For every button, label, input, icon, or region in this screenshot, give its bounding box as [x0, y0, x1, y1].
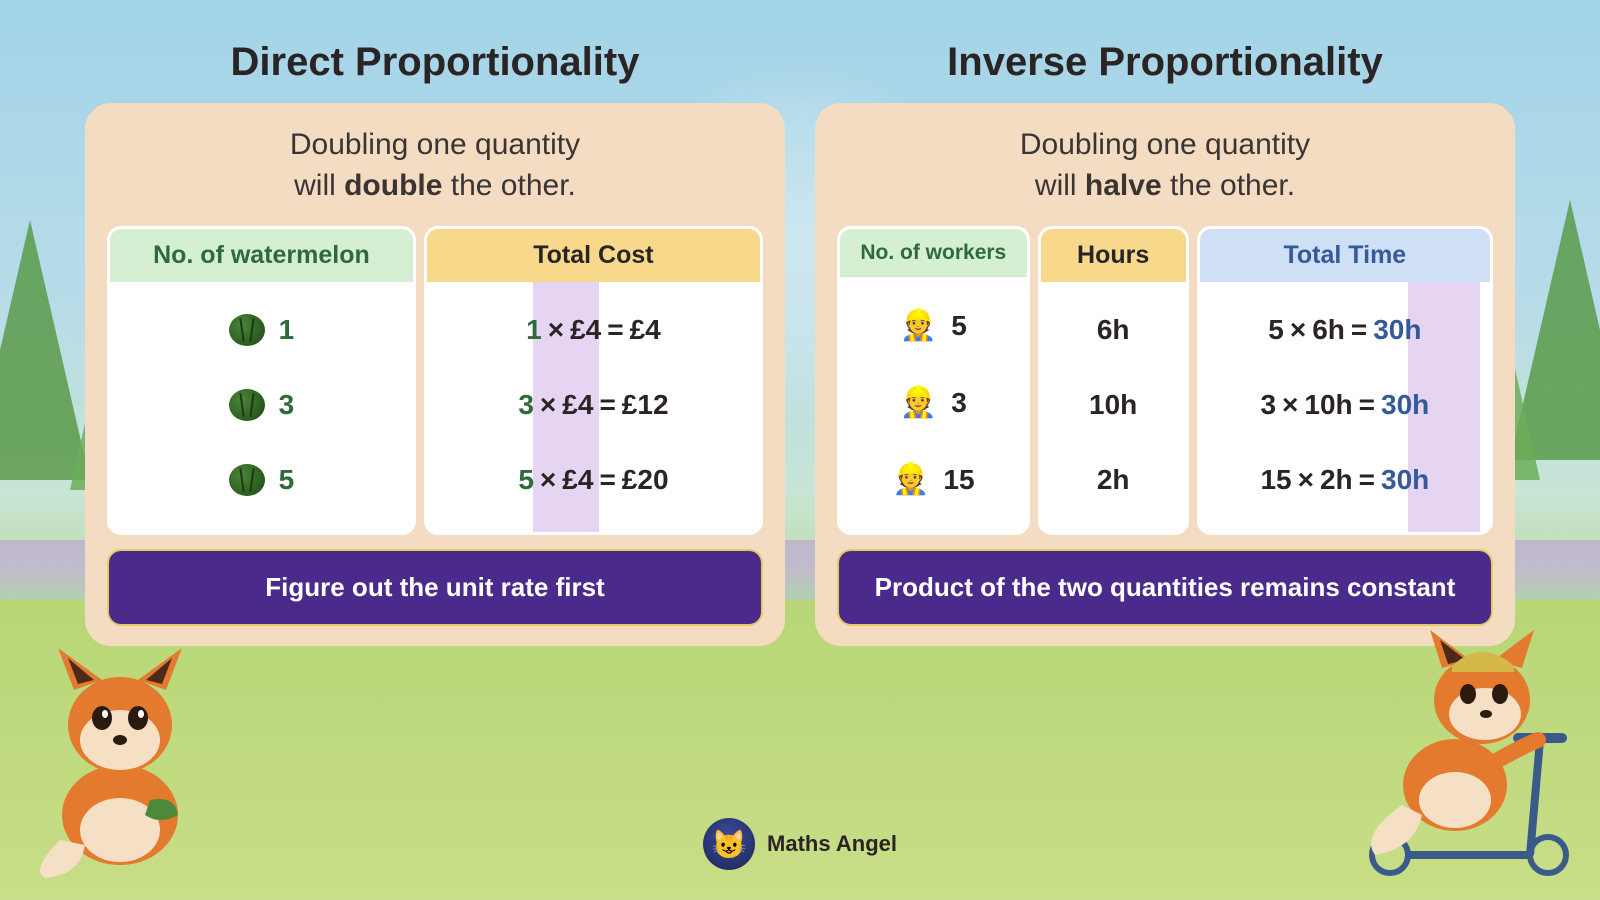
eq-a: 3	[518, 389, 534, 421]
op: =	[1359, 464, 1375, 496]
qty-value: 3	[279, 389, 295, 421]
brand-name: Maths Angel	[767, 831, 897, 857]
op: ×	[1290, 314, 1306, 346]
col-header: No. of workers	[840, 229, 1027, 277]
hours-value: 6h	[1097, 314, 1130, 346]
qty-value: 15	[943, 464, 974, 496]
eq-a: 5	[1268, 314, 1284, 346]
eq-r: 30h	[1381, 389, 1429, 421]
eq-r: £20	[622, 464, 669, 496]
eq-r: £12	[622, 389, 669, 421]
table-row: 5 × £4 = £20	[439, 445, 748, 515]
direct-title: Direct Proportionality	[85, 40, 785, 85]
emphasis: double	[344, 169, 442, 202]
col-header: Hours	[1041, 229, 1186, 282]
qty-value: 5	[279, 464, 295, 496]
col-body: 6h 10h 2h	[1041, 282, 1186, 532]
op: =	[607, 314, 623, 346]
col-body: 5 × 6h = 30h 3 × 10h = 30h	[1200, 282, 1490, 532]
inverse-desc: Doubling one quantity will halve the oth…	[837, 125, 1493, 206]
table-row: 👷 5	[852, 291, 1015, 361]
eq-a: 15	[1260, 464, 1291, 496]
eq-a: 1	[526, 314, 542, 346]
col-header: No. of watermelon	[110, 229, 413, 282]
table-row: 5 × 6h = 30h	[1212, 295, 1478, 365]
direct-col-cost: Total Cost 1 × £4 = £4 3 ×	[424, 226, 763, 535]
worker-icon: 👷	[892, 462, 929, 497]
watermelon-icon	[229, 464, 265, 496]
emphasis: halve	[1085, 169, 1162, 202]
worker-icon: 👷	[900, 308, 937, 343]
eq-r: 30h	[1381, 464, 1429, 496]
inverse-title: Inverse Proportionality	[815, 40, 1515, 85]
table-row: 2h	[1053, 445, 1174, 515]
text: Doubling one quantity	[290, 128, 580, 161]
worker-icon: 👷	[900, 385, 937, 420]
eq-b: 6h	[1312, 314, 1345, 346]
op: ×	[1298, 464, 1314, 496]
table-row: 3	[122, 370, 401, 440]
direct-footer: Figure out the unit rate first	[107, 549, 763, 626]
eq-b: £4	[562, 389, 593, 421]
brand-badge-icon: 😺	[703, 818, 755, 870]
col-body: 1 × £4 = £4 3 × £4 = £12	[427, 282, 760, 532]
col-header: Total Cost	[427, 229, 760, 282]
table-row: 10h	[1053, 370, 1174, 440]
op: ×	[548, 314, 564, 346]
table-row: 👷 3	[852, 368, 1015, 438]
inverse-col-total: Total Time 5 × 6h = 30h 3 ×	[1197, 226, 1493, 535]
table-row: 3 × 10h = 30h	[1212, 370, 1478, 440]
direct-card: Doubling one quantity will double the ot…	[85, 103, 785, 646]
col-body: 1 3 5	[110, 282, 413, 532]
op: =	[599, 464, 615, 496]
inverse-footer: Product of the two quantities remains co…	[837, 549, 1493, 626]
table-row: 👷 15	[852, 445, 1015, 515]
inverse-col-hours: Hours 6h 10h 2h	[1038, 226, 1189, 535]
eq-r: 30h	[1373, 314, 1421, 346]
op: =	[1359, 389, 1375, 421]
inverse-card: Doubling one quantity will halve the oth…	[815, 103, 1515, 646]
table-row: 3 × £4 = £12	[439, 370, 748, 440]
text: Doubling one quantity	[1020, 128, 1310, 161]
eq-b: £4	[562, 464, 593, 496]
op: =	[1351, 314, 1367, 346]
inverse-col-workers: No. of workers 👷 5 👷 3 👷 15	[837, 226, 1030, 535]
table-row: 15 × 2h = 30h	[1212, 445, 1478, 515]
brand: 😺 Maths Angel	[703, 818, 897, 870]
inverse-table: No. of workers 👷 5 👷 3 👷 15	[837, 226, 1493, 535]
op: ×	[1282, 389, 1298, 421]
eq-a: 5	[518, 464, 534, 496]
table-row: 6h	[1053, 295, 1174, 365]
qty-value: 3	[951, 387, 967, 419]
watermelon-icon	[229, 389, 265, 421]
table-row: 5	[122, 445, 401, 515]
fox-mascot-left	[10, 640, 230, 880]
text: the other.	[442, 169, 575, 202]
content-row: Direct Proportionality Doubling one quan…	[0, 0, 1600, 646]
direct-table: No. of watermelon 1 3 5	[107, 226, 763, 535]
qty-value: 1	[279, 314, 295, 346]
table-row: 1	[122, 295, 401, 365]
eq-a: 3	[1260, 389, 1276, 421]
table-row: 1 × £4 = £4	[439, 295, 748, 365]
text: the other.	[1162, 169, 1295, 202]
col-body: 👷 5 👷 3 👷 15	[840, 277, 1027, 532]
col-header: Total Time	[1200, 229, 1490, 282]
direct-panel: Direct Proportionality Doubling one quan…	[85, 40, 785, 646]
fox-mascot-right	[1330, 620, 1590, 880]
qty-value: 5	[951, 310, 967, 342]
hours-value: 10h	[1089, 389, 1137, 421]
op: ×	[540, 389, 556, 421]
op: ×	[540, 464, 556, 496]
inverse-panel: Inverse Proportionality Doubling one qua…	[815, 40, 1515, 646]
direct-desc: Doubling one quantity will double the ot…	[107, 125, 763, 206]
op: =	[599, 389, 615, 421]
eq-r: £4	[630, 314, 661, 346]
direct-col-qty: No. of watermelon 1 3 5	[107, 226, 416, 535]
eq-b: 2h	[1320, 464, 1353, 496]
watermelon-icon	[229, 314, 265, 346]
eq-b: £4	[570, 314, 601, 346]
hours-value: 2h	[1097, 464, 1130, 496]
eq-b: 10h	[1304, 389, 1352, 421]
